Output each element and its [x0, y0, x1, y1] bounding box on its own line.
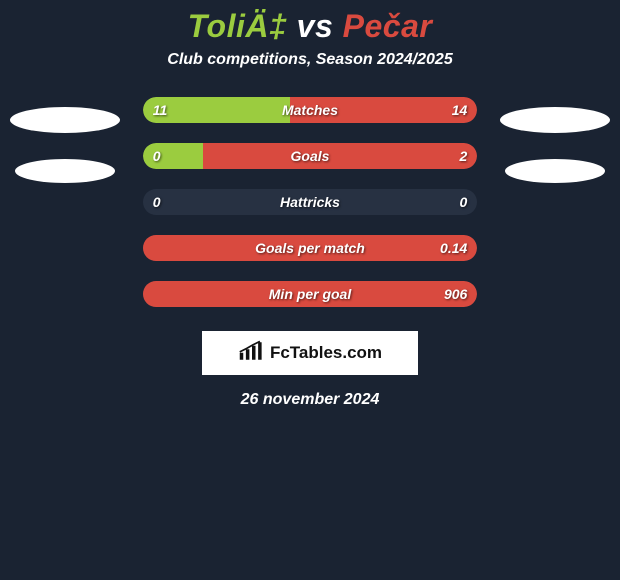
bar-fill-right: [203, 143, 477, 169]
subtitle: Club competitions, Season 2024/2025: [0, 51, 620, 69]
left-placeholder-column: [8, 97, 123, 183]
bar-label: Matches: [282, 102, 338, 118]
stat-bar: 11 14 Matches: [143, 97, 478, 123]
player1-name: ToliÄ‡: [188, 8, 288, 44]
bar-value-left: 0: [153, 148, 161, 164]
placeholder-ellipse: [10, 107, 120, 133]
stat-bar: 906 Min per goal: [143, 281, 478, 307]
bar-value-left: 0: [153, 194, 161, 210]
placeholder-ellipse: [15, 159, 115, 183]
bar-label: Min per goal: [269, 286, 351, 302]
comparison-body: 11 14 Matches 0 2 Goals 0 0 Hattricks 0.14 Goals p…: [0, 97, 620, 307]
bar-value-right: 0.14: [440, 240, 467, 256]
player2-name: Pečar: [343, 8, 433, 44]
comparison-infographic: ToliÄ‡ vs Pečar Club competitions, Seaso…: [0, 0, 620, 409]
stat-bar: 0 0 Hattricks: [143, 189, 478, 215]
placeholder-ellipse: [505, 159, 605, 183]
bar-label: Hattricks: [280, 194, 340, 210]
page-title: ToliÄ‡ vs Pečar: [0, 8, 620, 45]
source-logo: FcTables.com: [202, 331, 418, 375]
source-logo-text: FcTables.com: [270, 343, 382, 363]
bar-value-right: 906: [444, 286, 467, 302]
stat-bar: 0 2 Goals: [143, 143, 478, 169]
bar-value-right: 0: [460, 194, 468, 210]
bar-value-left: 11: [153, 102, 168, 118]
right-placeholder-column: [497, 97, 612, 183]
placeholder-ellipse: [500, 107, 610, 133]
bar-value-right: 14: [452, 102, 468, 118]
date-text: 26 november 2024: [0, 391, 620, 409]
bar-value-right: 2: [460, 148, 468, 164]
bar-label: Goals: [291, 148, 330, 164]
vs-text: vs: [297, 8, 334, 44]
stat-bar: 0.14 Goals per match: [143, 235, 478, 261]
chart-icon: [238, 340, 266, 367]
stat-bars: 11 14 Matches 0 2 Goals 0 0 Hattricks 0.14 Goals p…: [143, 97, 478, 307]
bar-label: Goals per match: [255, 240, 365, 256]
